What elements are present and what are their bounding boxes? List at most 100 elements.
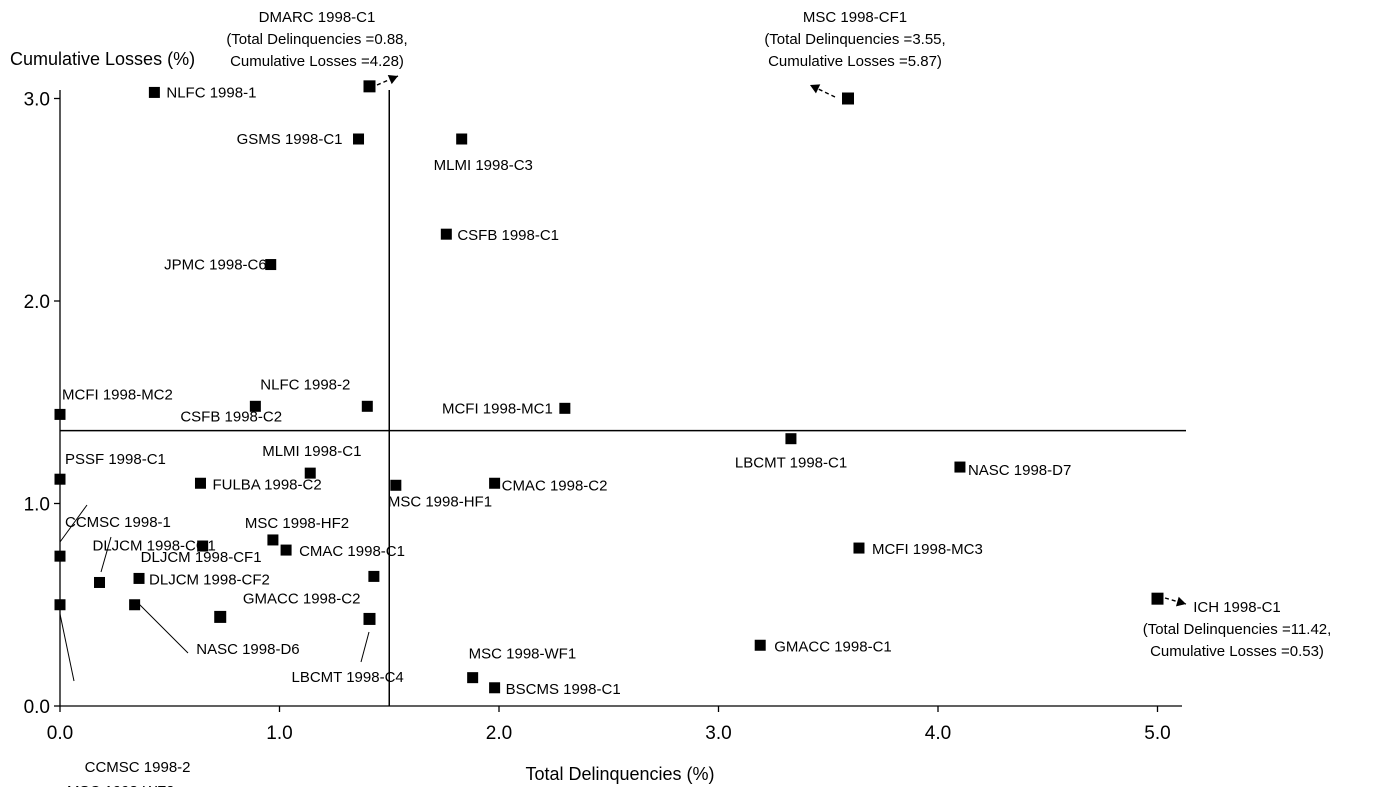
annotation-text-msc-1998-cf1: MSC 1998-CF1 (803, 9, 907, 26)
annotation-arrowhead-msc-1998-cf1 (810, 84, 821, 94)
leader-msc-1998-wf2 (59, 613, 75, 682)
leader-dljcm-1998-cg1 (100, 536, 112, 573)
point-nlfc-1998-2 (361, 400, 373, 412)
axis-ticks: 0.0 1.0 2.0 3.0 4.0 5.0 0.0 1.0 2.0 3.0 (24, 90, 1171, 745)
x-tick-label: 0.0 (47, 723, 73, 744)
point-ich-1998-c1 (1151, 592, 1164, 605)
label-dljcm-1998-cf2: DLJCM 1998-CF2 (149, 571, 270, 588)
point-bscms-1998-c1 (489, 682, 501, 694)
label-csfb-1998-c2: CSFB 1998-C2 (180, 408, 282, 425)
point-labels: NLFC 1998-1 GSMS 1998-C1 MLMI 1998-C3 CSFB … (62, 84, 1071, 787)
annotation-text-msc-1998-cf1: (Total Delinquencies =3.55, (764, 31, 945, 48)
x-tick-label: 5.0 (1144, 723, 1170, 744)
point-mcfi-1998-mc2 (54, 408, 66, 420)
point-msc-1998-hf2 (267, 534, 279, 546)
label-dljcm-1998-cf1: DLJCM 1998-CF1 (141, 549, 262, 566)
point-lbcmt-1998-c4 (363, 612, 376, 625)
label-fulba-1998-c2: FULBA 1998-C2 (212, 476, 321, 493)
label-gsms-1998-c1: GSMS 1998-C1 (237, 131, 343, 148)
point-gmacc-1998-c1 (754, 639, 766, 651)
x-tick-label: 3.0 (705, 723, 731, 744)
point-nlfc-1998-1 (148, 86, 160, 98)
point-msc-1998-wf1 (467, 672, 479, 684)
point-ccmsc-1998-2 (129, 599, 141, 611)
annotation-text-ich-1998-c1: Cumulative Losses =0.53) (1150, 643, 1324, 660)
label-msc-1998-wf2: MSC 1998-WF2 (67, 783, 175, 787)
point-nasc-1998-d6 (214, 610, 227, 623)
annotation-text-dmarc-1998-c1: DMARC 1998-C1 (259, 9, 376, 26)
label-mlmi-1998-c1: MLMI 1998-C1 (262, 443, 361, 460)
label-msc-1998-hf2: MSC 1998-HF2 (245, 515, 349, 532)
label-lbcmt-1998-c4: LBCMT 1998-C4 (291, 669, 403, 686)
label-cmac-1998-c1: CMAC 1998-C1 (299, 543, 405, 560)
y-tick-label: 1.0 (24, 495, 50, 516)
x-axis-title: Total Delinquencies (%) (525, 764, 714, 784)
reference-lines (60, 90, 1186, 706)
label-jpmc-1998-c6: JPMC 1998-C6 (164, 257, 267, 274)
label-bscms-1998-c1: BSCMS 1998-C1 (506, 681, 621, 698)
label-mcfi-1998-mc2: MCFI 1998-MC2 (62, 386, 173, 403)
point-lbcmt-1998-c1 (785, 433, 797, 445)
annotation-text-msc-1998-cf1: Cumulative Losses =5.87) (768, 53, 942, 70)
label-dljcm-1998-cg1: DLJCM 1998-CG1 (93, 537, 216, 554)
y-tick-label: 0.0 (24, 697, 50, 718)
point-mcfi-1998-mc3 (853, 542, 865, 554)
leader-ccmsc-1998-1 (59, 504, 88, 543)
point-ccmsc-1998-1 (54, 550, 66, 562)
point-mlmi-1998-c3 (456, 133, 468, 145)
label-gmacc-1998-c1: GMACC 1998-C1 (774, 638, 892, 655)
label-lbcmt-1998-c1: LBCMT 1998-C1 (735, 455, 847, 472)
label-nlfc-1998-1: NLFC 1998-1 (166, 84, 256, 101)
axes (59, 90, 1182, 707)
label-msc-1998-wf1: MSC 1998-WF1 (469, 646, 577, 663)
leader-lbcmt-1998-c4 (360, 631, 370, 663)
annotation-text-dmarc-1998-c1: (Total Delinquencies =0.88, (226, 31, 407, 48)
label-connectors (59, 504, 370, 682)
point-fulba-1998-c2 (194, 477, 206, 489)
point-mcfi-1998-mc1 (559, 402, 571, 414)
label-mcfi-1998-mc3: MCFI 1998-MC3 (872, 541, 983, 558)
point-nasc-1998-d7 (954, 461, 966, 473)
point-csfb-1998-c1 (440, 228, 452, 240)
label-gmacc-1998-c2: GMACC 1998-C2 (243, 590, 361, 607)
point-cmac-1998-c1 (280, 544, 292, 556)
point-pssf-1998-c1 (54, 473, 66, 485)
label-nlfc-1998-2: NLFC 1998-2 (260, 376, 350, 393)
label-cmac-1998-c2: CMAC 1998-C2 (502, 477, 608, 494)
y-tick-label: 3.0 (24, 90, 50, 111)
y-tick-label: 2.0 (24, 292, 50, 313)
x-tick-label: 1.0 (266, 723, 292, 744)
point-gmacc-1998-c2 (368, 570, 380, 582)
y-axis-title: Cumulative Losses (%) (10, 49, 195, 69)
label-mlmi-1998-c3: MLMI 1998-C3 (434, 157, 533, 174)
point-cmac-1998-c2 (489, 477, 501, 489)
label-csfb-1998-c1: CSFB 1998-C1 (457, 227, 559, 244)
label-pssf-1998-c1: PSSF 1998-C1 (65, 451, 166, 468)
point-gsms-1998-c1 (353, 133, 365, 145)
label-nasc-1998-d6: NASC 1998-D6 (196, 641, 299, 658)
point-dmarc-1998-c1 (363, 80, 376, 93)
point-msc-1998-hf1 (390, 479, 402, 491)
x-tick-label: 4.0 (925, 723, 951, 744)
annotation-arrowhead-ich-1998-c1 (1175, 596, 1186, 607)
x-tick-label: 2.0 (486, 723, 512, 744)
point-csfb-1998-c2 (249, 400, 261, 412)
annotation-arrow-ich-1998-c1 (1164, 597, 1187, 605)
annotations: DMARC 1998-C1 (Total Delinquencies =0.88,… (226, 9, 1331, 660)
annotation-text-dmarc-1998-c1: Cumulative Losses =4.28) (230, 53, 404, 70)
point-jpmc-1998-c6 (265, 259, 277, 271)
label-ccmsc-1998-2: CCMSC 1998-2 (85, 759, 191, 776)
annotation-arrow-dmarc-1998-c1 (376, 75, 399, 86)
annotation-text-ich-1998-c1: (Total Delinquencies =11.42, (1143, 621, 1332, 638)
label-nasc-1998-d7: NASC 1998-D7 (968, 462, 1071, 479)
point-mlmi-1998-c1 (304, 467, 316, 479)
label-msc-1998-hf1: MSC 1998-HF1 (388, 493, 492, 510)
point-dljcm-1998-cg1 (94, 576, 106, 588)
data-points (54, 80, 1164, 694)
annotation-text-ich-1998-c1: ICH 1998-C1 (1193, 599, 1281, 616)
point-msc-1998-wf2 (54, 599, 66, 611)
point-dljcm-1998-cf1 (197, 540, 209, 552)
label-ccmsc-1998-1: CCMSC 1998-1 (65, 514, 171, 531)
annotation-arrowhead-dmarc-1998-c1 (387, 74, 398, 85)
